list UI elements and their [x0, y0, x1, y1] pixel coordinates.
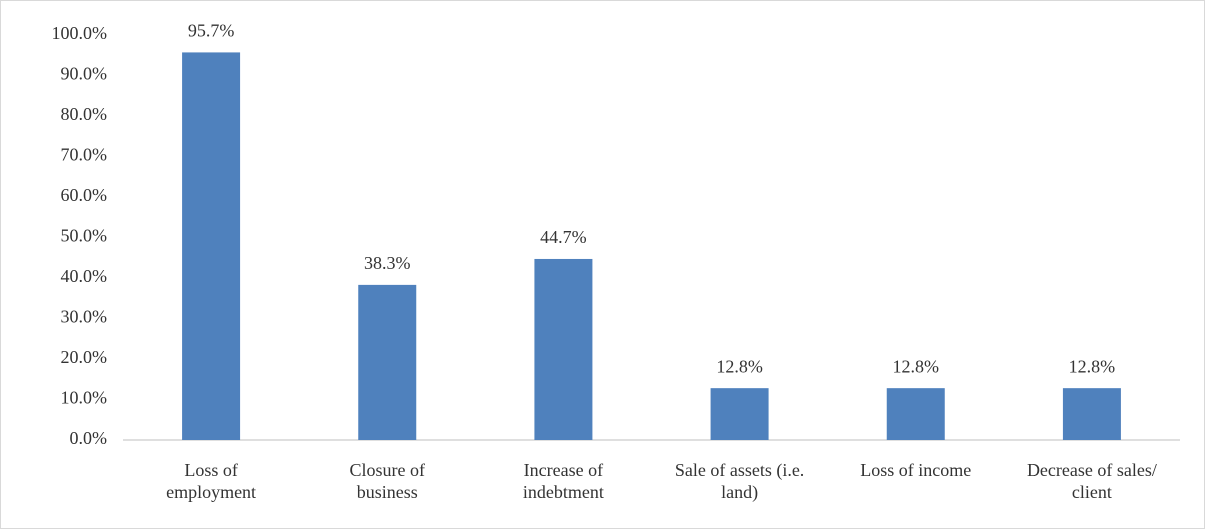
data-label: 95.7%	[188, 21, 235, 41]
data-label: 12.8%	[1069, 356, 1116, 376]
y-tick-label: 30.0%	[61, 307, 108, 327]
y-tick-label: 60.0%	[61, 185, 108, 205]
data-label: 44.7%	[540, 227, 587, 247]
bar	[1062, 388, 1121, 440]
y-tick-label: 100.0%	[52, 23, 108, 43]
x-tick-label: Closure of business	[349, 460, 426, 502]
y-tick-label: 50.0%	[61, 226, 108, 246]
x-tick-label: Increase of indebtment	[522, 460, 604, 502]
bar	[710, 388, 769, 440]
y-tick-label: 80.0%	[61, 104, 108, 124]
y-tick-label: 10.0%	[61, 388, 108, 408]
y-tick-label: 70.0%	[61, 145, 108, 165]
x-tick-label: Loss of employment	[166, 460, 257, 502]
y-tick-label: 40.0%	[61, 266, 108, 286]
data-label: 38.3%	[364, 253, 411, 273]
data-label: 12.8%	[716, 356, 763, 376]
x-tick-label: Loss of income	[860, 460, 972, 480]
bar	[886, 388, 945, 440]
y-tick-label: 0.0%	[70, 428, 108, 448]
data-label: 12.8%	[893, 356, 940, 376]
x-tick-label: Decrease of sales/ client	[1026, 460, 1157, 502]
x-tick-label: Sale of assets (i.e. land)	[674, 460, 805, 502]
bar	[358, 284, 417, 440]
bar	[182, 52, 241, 440]
bar	[534, 258, 593, 440]
y-tick-label: 20.0%	[61, 347, 108, 367]
y-tick-label: 90.0%	[61, 64, 108, 84]
